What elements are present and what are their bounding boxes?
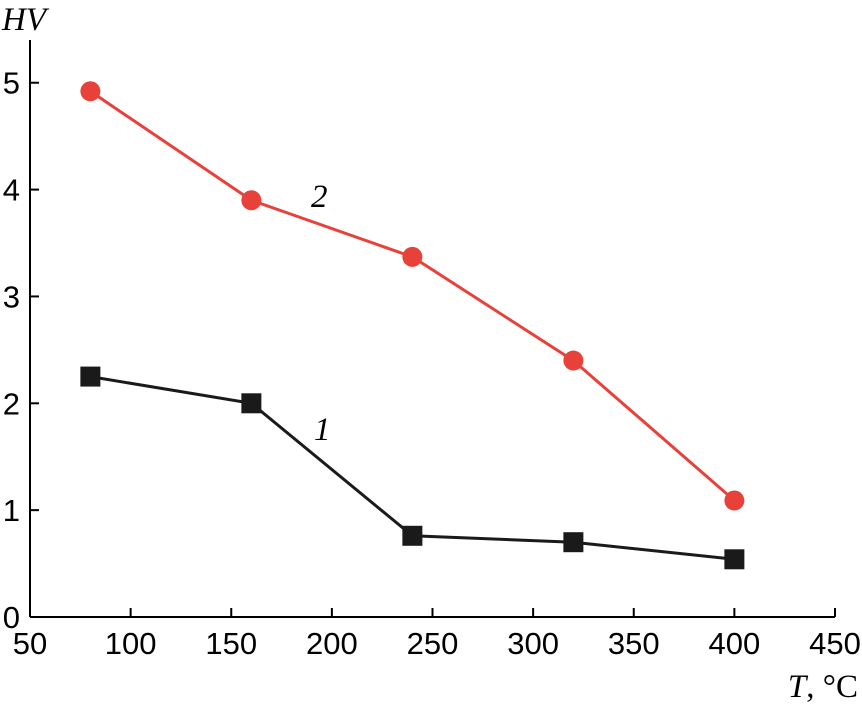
x-tick-label: 300 — [507, 626, 559, 661]
y-tick-label: 3 — [3, 279, 20, 314]
x-axis-title: T, °C — [788, 669, 858, 705]
y-tick-label: 4 — [3, 173, 20, 208]
x-tick-label: 100 — [105, 626, 157, 661]
x-tick-label: 400 — [709, 626, 761, 661]
x-axis-title-unit: , °C — [806, 669, 858, 705]
series-1-point — [724, 549, 745, 570]
series-label-2: 2 — [311, 179, 328, 215]
x-tick-label: 450 — [809, 626, 861, 661]
y-tick-label: 5 — [3, 66, 20, 101]
series-layer — [80, 81, 745, 570]
series-2 — [80, 81, 745, 511]
series-2-point — [724, 490, 745, 511]
y-tick-label: 2 — [3, 386, 20, 421]
y-axis-title: HV — [1, 2, 50, 38]
x-tick-label: 250 — [407, 626, 459, 661]
series-1-point — [80, 366, 101, 387]
y-tick-label: 1 — [3, 493, 20, 528]
series-1-point — [402, 525, 423, 546]
x-tick-label: 150 — [205, 626, 257, 661]
y-ticks: 0 1 2 3 4 5 — [3, 66, 39, 635]
x-axis-title-symbol: T — [788, 669, 809, 705]
x-tick-label: 350 — [608, 626, 660, 661]
x-tick-label: 200 — [306, 626, 358, 661]
y-tick-label: 0 — [3, 600, 20, 635]
series-label-1: 1 — [314, 412, 331, 448]
x-tick-label: 50 — [13, 626, 47, 661]
series-2-point — [241, 190, 262, 211]
series-2-point — [563, 350, 584, 371]
series-2-point — [80, 81, 101, 102]
series-1-point — [563, 532, 584, 553]
series-1-point — [241, 393, 262, 414]
series-2-point — [402, 246, 423, 267]
series-1 — [80, 366, 745, 570]
x-ticks: 50 100 150 200 250 300 350 400 450 — [13, 608, 861, 661]
axes — [29, 40, 835, 618]
series-2-line — [89, 90, 736, 502]
